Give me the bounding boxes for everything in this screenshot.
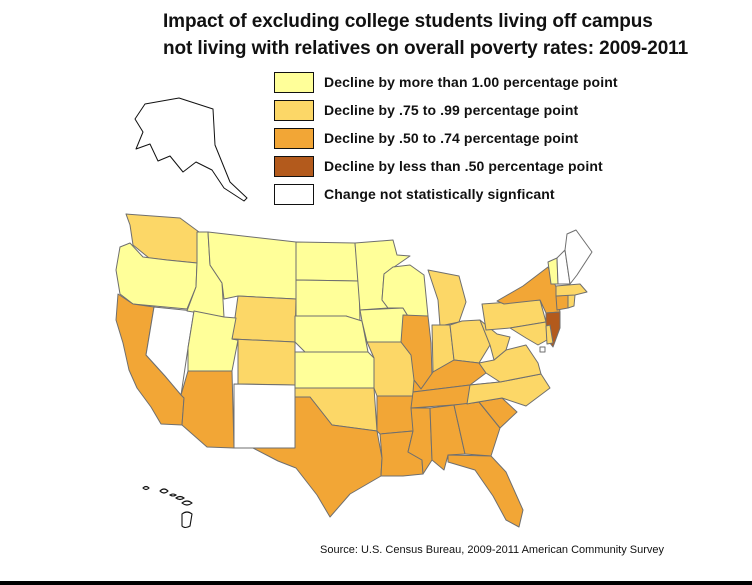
state-kansas: [294, 351, 375, 389]
legend-swatch-075-099: [274, 100, 314, 121]
legend-label-under-050: Decline by less than .50 percentage poin…: [324, 158, 603, 174]
legend-label-not-significant: Change not statistically signficant: [324, 186, 555, 202]
state-maine: [564, 229, 593, 285]
legend-label-075-099: Decline by .75 to .99 percentage point: [324, 102, 579, 118]
state-wisconsin: [381, 264, 429, 322]
hawaii-island-2: [159, 488, 169, 494]
state-north-dakota: [295, 241, 360, 282]
state-arkansas: [376, 395, 415, 435]
hawaii-island-3: [169, 493, 177, 497]
state-nebraska: [294, 315, 369, 353]
state-colorado: [231, 338, 296, 386]
map-title-line-1: Impact of excluding college students liv…: [163, 11, 653, 32]
state-delaware: [545, 324, 554, 345]
legend-swatch-not-significant: [274, 184, 314, 205]
state-utah: [187, 310, 239, 372]
state-district-of-columbia: [539, 346, 546, 353]
bottom-rule: [0, 581, 752, 585]
legend-label-over-1: Decline by more than 1.00 percentage poi…: [324, 74, 618, 90]
state-maryland: [509, 321, 548, 346]
state-new-mexico: [233, 383, 296, 449]
legend-swatch-over-1: [274, 72, 314, 93]
hawaii-island-6: [181, 511, 193, 529]
legend-label-050-074: Decline by .50 to .74 percentage point: [324, 130, 579, 146]
map-title-line-2: not living with relatives on overall pov…: [163, 38, 689, 59]
state-massachusetts: [555, 283, 588, 297]
legend-swatch-under-050: [274, 156, 314, 177]
hawaii-island-4: [175, 495, 185, 501]
state-connecticut: [555, 294, 569, 311]
state-rhode-island: [567, 294, 576, 309]
state-michigan: [427, 269, 467, 327]
state-alaska: [134, 97, 248, 202]
state-florida: [447, 454, 524, 528]
source-note: Source: U.S. Census Bureau, 2009-2011 Am…: [320, 544, 665, 556]
map-title: Impact of excluding college students liv…: [163, 8, 748, 62]
state-wyoming: [231, 295, 297, 343]
state-arizona: [180, 370, 235, 449]
legend-swatch-050-074: [274, 128, 314, 149]
hawaii-island-5: [181, 500, 193, 506]
hawaii-island-1: [142, 485, 150, 491]
